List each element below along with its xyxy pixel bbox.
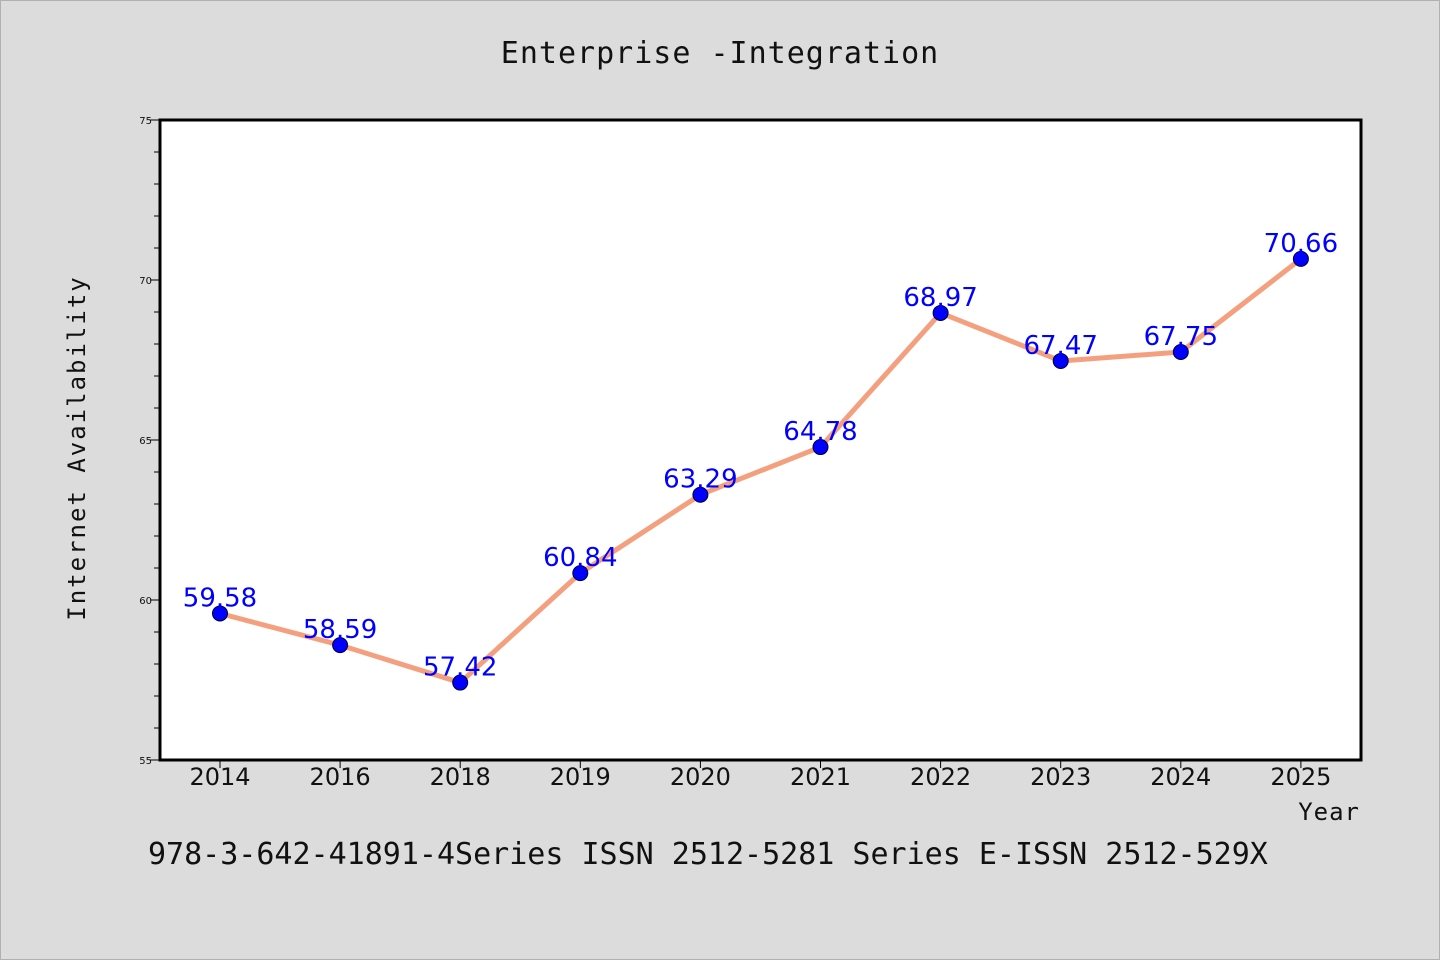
y-tick-label: 75	[139, 116, 152, 127]
data-label: 60.84	[543, 543, 617, 573]
y-tick-label: 55	[139, 756, 152, 767]
x-tick-label: 2025	[1270, 763, 1331, 791]
footer-text: 978-3-642-41891-4Series ISSN 2512-5281 S…	[148, 837, 1268, 872]
data-point	[212, 605, 228, 622]
x-tick-label: 2021	[790, 763, 851, 791]
series-layer	[212, 250, 1309, 691]
data-label: 67.47	[1023, 331, 1097, 361]
plot-background	[158, 118, 1363, 762]
data-label: 70.66	[1264, 229, 1338, 259]
data-labels: 59.58 58.59 57.42 60.84 63.29 64.78 68.97 67.47…	[183, 229, 1338, 683]
plot-area	[158, 118, 1363, 762]
data-point	[1292, 250, 1309, 267]
data-label: 68.97	[903, 283, 977, 313]
data-point	[332, 637, 349, 654]
x-axis-label: Year	[1298, 798, 1360, 826]
x-tick-label: 2020	[670, 763, 731, 791]
series-line	[217, 256, 1304, 686]
data-point	[932, 304, 949, 321]
data-label: 59.58	[183, 583, 257, 613]
y-axis: 55 60 65 70 75	[139, 116, 160, 767]
y-tick-label: 65	[139, 436, 152, 447]
x-tick-label: 2023	[1030, 763, 1091, 791]
data-label: 63.29	[663, 465, 737, 495]
y-axis-label: Internet Availability	[63, 275, 91, 620]
data-point	[1172, 344, 1189, 360]
x-tick-label: 2024	[1150, 763, 1211, 791]
data-label: 67.75	[1144, 322, 1218, 352]
data-label: 58.59	[303, 615, 377, 645]
data-point	[812, 439, 829, 456]
x-tick-label: 2019	[550, 763, 611, 791]
data-point	[572, 565, 589, 582]
x-axis: 2014 2016 2018 2019 2020 2021 2022 2023 2024 2025	[189, 760, 1331, 791]
data-point	[452, 674, 469, 691]
x-tick-label: 2018	[430, 763, 491, 791]
y-tick-label: 70	[139, 276, 152, 287]
data-point	[1052, 352, 1069, 369]
chart-title: Enterprise -Integration	[501, 36, 939, 71]
x-tick-label: 2014	[189, 763, 250, 791]
x-tick-label: 2022	[910, 763, 971, 791]
data-point	[692, 486, 709, 503]
x-tick-label: 2016	[310, 763, 371, 791]
data-label: 57.42	[423, 653, 497, 683]
y-tick-label: 60	[139, 596, 152, 607]
data-label: 64.78	[783, 417, 857, 447]
